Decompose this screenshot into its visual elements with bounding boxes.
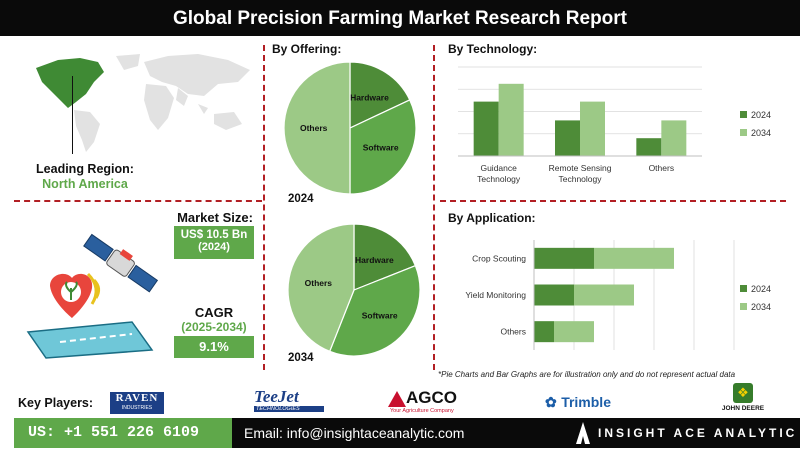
app-category-label: Others xyxy=(500,327,526,337)
app-bar-2024 xyxy=(534,284,574,306)
pie-chart-2024: Hardware Software Others xyxy=(283,61,417,195)
app-legend-swatch-2024 xyxy=(740,285,747,292)
tech-bar-2024 xyxy=(636,138,662,156)
app-bar-2034 xyxy=(554,321,594,343)
app-legend-label-2034: 2034 xyxy=(751,302,771,312)
application-bar-chart: Crop Scouting Yield Monitoring Others 2024 2… xyxy=(465,240,771,350)
pie-2034-year: 2034 xyxy=(288,352,314,364)
divider-right xyxy=(433,45,435,370)
title-bar xyxy=(0,0,800,38)
key-players-label: Key Players: xyxy=(18,396,94,410)
market-size-year: (2024) xyxy=(198,241,230,253)
tech-bar-2024 xyxy=(473,101,499,156)
pie-label-others: Others xyxy=(305,278,333,288)
pie-slice-others xyxy=(283,61,351,195)
app-legend-swatch-2034 xyxy=(740,303,747,310)
pie-label-software: Software xyxy=(362,311,398,321)
pie-label-hardware: Hardware xyxy=(350,92,389,102)
divider-right-horizontal xyxy=(440,200,786,202)
leading-region-label: Leading Region: xyxy=(36,162,134,176)
market-size-box: US$ 10.5 Bn (2024) xyxy=(174,226,254,259)
tech-category-label: Technology xyxy=(558,174,602,184)
pie-slice-software xyxy=(349,99,417,195)
tech-bar-2024 xyxy=(555,120,580,156)
field-plane xyxy=(26,321,154,359)
app-bar-2024 xyxy=(534,247,594,269)
app-bar-2034 xyxy=(574,284,634,306)
app-bar-2034 xyxy=(594,247,674,269)
market-size-value: US$ 10.5 Bn xyxy=(180,229,248,241)
technology-title: By Technology: xyxy=(448,42,538,56)
divider-left-horizontal xyxy=(14,200,262,202)
trimble-logo: ✿ Trimble xyxy=(545,394,611,410)
raven-logo: RAVEN INDUSTRIES xyxy=(110,392,164,414)
pie-slice-others xyxy=(287,223,355,353)
pie-slice-hardware xyxy=(353,223,417,291)
agco-logo: AGCO Your Agriculture Company xyxy=(388,388,457,414)
email-bar xyxy=(232,418,800,448)
world-map xyxy=(36,54,250,152)
tech-category-label: Others xyxy=(649,163,675,173)
pie-slice-hardware xyxy=(349,61,411,129)
disclaimer-note: *Pie Charts and Bar Graphs are for illus… xyxy=(438,370,736,379)
tech-bar-2034 xyxy=(580,101,605,156)
leading-region-value: North America xyxy=(42,177,128,191)
deer-icon: ❖ xyxy=(733,383,753,403)
pie-chart-2034: Hardware Software Others xyxy=(287,223,421,357)
app-legend-label-2024: 2024 xyxy=(751,284,771,294)
app-category-label: Crop Scouting xyxy=(472,253,526,263)
agco-triangle-icon xyxy=(388,391,406,407)
brand-name: INSIGHT ACE ANALYTIC xyxy=(598,426,798,440)
cagr-value: 9.1% xyxy=(174,336,254,358)
trimble-globe-icon: ✿ xyxy=(545,394,557,410)
tech-legend-label-2034: 2034 xyxy=(751,128,771,138)
phone-bar xyxy=(14,418,232,448)
pie-slice-software xyxy=(328,264,421,357)
page-title: Global Precision Farming Market Research… xyxy=(172,8,628,29)
tech-legend-swatch-2034 xyxy=(740,129,747,136)
pie-label-others: Others xyxy=(300,123,328,133)
region-pointer-line xyxy=(72,76,73,154)
app-bar-2024 xyxy=(534,321,554,343)
pie-label-hardware: Hardware xyxy=(355,255,394,265)
pie-2024-year: 2024 xyxy=(288,193,314,205)
brand-logo-icon xyxy=(576,422,590,444)
teejet-logo: TeeJet TECHNOLOGIES xyxy=(254,388,324,416)
phone-number[interactable]: US: +1 551 226 6109 xyxy=(28,424,200,441)
john-deere-logo: ❖ JOHN DEERE xyxy=(721,383,765,412)
application-title: By Application: xyxy=(448,211,536,225)
cagr-period: (2025-2034) xyxy=(181,320,247,334)
cagr-label: CAGR xyxy=(194,305,234,320)
divider-left xyxy=(263,45,265,370)
tech-category-label: Technology xyxy=(477,174,521,184)
offering-title: By Offering: xyxy=(272,42,342,56)
tech-category-label: Remote Sensing xyxy=(549,163,612,173)
tech-legend-label-2024: 2024 xyxy=(751,110,771,120)
tech-bar-2034 xyxy=(661,120,687,156)
tech-bar-2034 xyxy=(498,83,524,156)
pie-label-software: Software xyxy=(363,142,399,152)
app-category-label: Yield Monitoring xyxy=(465,290,526,300)
market-size-label: Market Size: xyxy=(177,210,253,225)
email-address[interactable]: Email: info@insightaceanalytic.com xyxy=(244,425,465,441)
tech-category-label: Guidance xyxy=(480,163,517,173)
satellite-illustration xyxy=(26,233,159,359)
tech-legend-swatch-2024 xyxy=(740,111,747,118)
